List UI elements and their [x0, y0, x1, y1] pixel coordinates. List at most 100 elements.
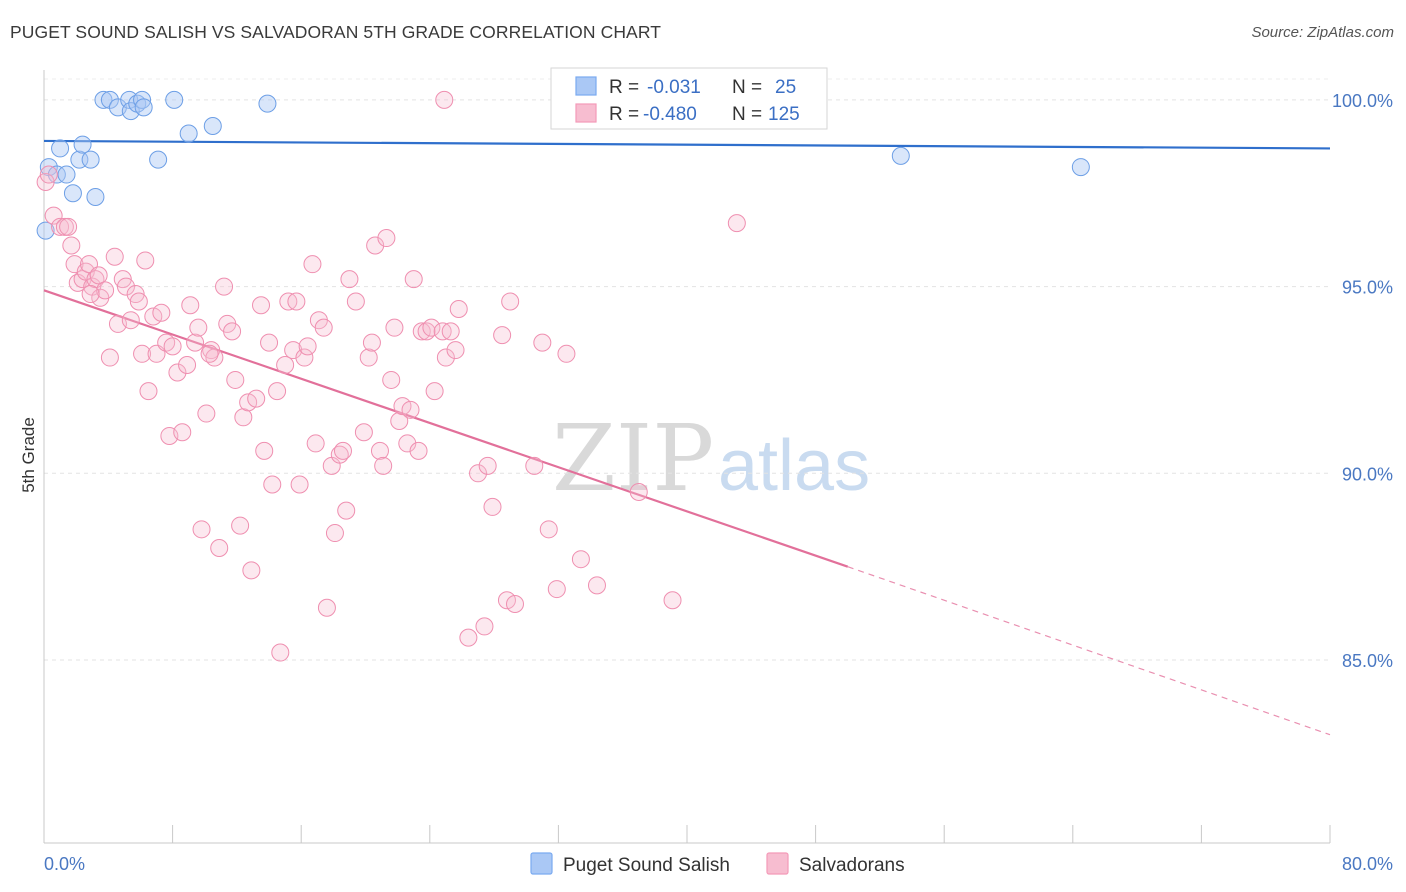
point-salvadorans [223, 322, 242, 341]
legend-r-label-2: R = [609, 104, 639, 125]
point-salvadorans [727, 214, 746, 233]
point-salvadorans [571, 550, 590, 569]
point-salvadorans [173, 423, 192, 442]
trend-line-salish [43, 139, 1331, 150]
point-puget-sound-salish [179, 124, 198, 143]
point-salvadorans [290, 475, 309, 494]
point-salvadorans [100, 348, 119, 367]
bottom-legend-swatch-salish [530, 852, 553, 875]
point-puget-sound-salish [133, 90, 152, 109]
point-puget-sound-salish [258, 94, 277, 113]
point-salvadorans [271, 643, 290, 662]
point-salvadorans [136, 251, 155, 270]
point-salvadorans [287, 292, 306, 311]
chart-title: PUGET SOUND SALISH VS SALVADORAN 5TH GRA… [10, 22, 662, 42]
point-salvadorans [483, 497, 502, 516]
point-salvadorans [557, 344, 576, 363]
point-salvadorans [374, 456, 393, 475]
series-legend: Puget Sound Salish Salvadorans [530, 852, 905, 876]
point-puget-sound-salish [86, 187, 105, 206]
point-puget-sound-salish [94, 90, 113, 109]
point-salvadorans [314, 318, 333, 337]
point-salvadorans [268, 382, 287, 401]
point-puget-sound-salish [149, 150, 168, 169]
x-tick-label-max: 80.0% [1342, 854, 1393, 874]
bottom-legend-label-salish: Puget Sound Salish [563, 855, 730, 876]
point-salvadorans [435, 90, 454, 109]
point-salvadorans [390, 412, 409, 431]
point-salvadorans [139, 382, 158, 401]
y-tick-label: 90.0% [1342, 464, 1393, 484]
point-salvadorans [96, 281, 115, 300]
point-salvadorans [215, 277, 234, 296]
point-salvadorans [525, 456, 544, 475]
point-salvadorans [493, 326, 512, 345]
point-salvadorans [39, 165, 58, 184]
point-salvadorans [306, 434, 325, 453]
x-tick-label-min: 0.0% [44, 854, 85, 874]
point-puget-sound-salish [36, 221, 55, 240]
point-puget-sound-salish [73, 135, 92, 154]
point-salvadorans [59, 217, 78, 236]
legend-r-value-1: -0.031 [647, 77, 701, 98]
point-salvadorans [81, 285, 100, 304]
point-salvadorans [298, 337, 317, 356]
legend-n-value-2: 125 [768, 104, 800, 125]
point-salvadorans [385, 318, 404, 337]
point-salvadorans [354, 423, 373, 442]
legend-swatch-salish [575, 76, 597, 96]
point-salvadorans [362, 333, 381, 352]
point-salvadorans [121, 311, 140, 330]
point-salvadorans [469, 464, 488, 483]
point-salvadorans [133, 344, 152, 363]
point-puget-sound-salish [57, 165, 76, 184]
point-salvadorans [231, 516, 250, 535]
point-salvadorans [501, 292, 520, 311]
point-salvadorans [247, 389, 266, 408]
point-salvadorans [295, 348, 314, 367]
point-salvadorans [398, 434, 417, 453]
point-salvadorans [325, 524, 344, 543]
point-salvadorans [186, 333, 205, 352]
point-salvadorans [178, 356, 197, 375]
point-salvadorans [252, 296, 271, 315]
point-salvadorans [200, 344, 219, 363]
point-salvadorans [317, 598, 336, 617]
point-salvadorans [446, 341, 465, 360]
trend-lines [43, 139, 1331, 736]
point-salvadorans [441, 322, 460, 341]
point-salvadorans [303, 255, 322, 274]
point-salvadorans [260, 333, 279, 352]
axes [43, 70, 1331, 844]
point-salvadorans [505, 595, 524, 614]
watermark-atlas: atlas [718, 426, 870, 506]
point-puget-sound-salish [63, 184, 82, 203]
point-salvadorans [475, 617, 494, 636]
legend-r-label-1: R = [609, 77, 639, 98]
x-tick-labels: 0.0% 80.0% [44, 854, 1393, 874]
point-salvadorans [382, 370, 401, 389]
data-points [36, 90, 1090, 662]
point-salvadorans [234, 408, 253, 427]
point-salvadorans [129, 292, 148, 311]
point-salvadorans [189, 318, 208, 337]
point-puget-sound-salish [203, 117, 222, 136]
gridlines [44, 78, 1330, 661]
point-salvadorans [163, 337, 182, 356]
bottom-legend-swatch-salvadorans [766, 852, 789, 875]
point-salvadorans [404, 270, 423, 289]
point-salvadorans [401, 400, 420, 419]
y-tick-label: 100.0% [1332, 91, 1393, 111]
y-tick-label: 95.0% [1342, 278, 1393, 298]
point-salvadorans [333, 441, 352, 460]
point-salvadorans [663, 591, 682, 610]
point-salvadorans [226, 370, 245, 389]
point-salvadorans [346, 292, 365, 311]
point-salvadorans [89, 266, 108, 285]
point-salvadorans [210, 538, 229, 557]
point-salvadorans [65, 255, 84, 274]
chart-source: Source: ZipAtlas.com [1251, 24, 1394, 41]
point-puget-sound-salish [165, 90, 184, 109]
point-salvadorans [370, 441, 389, 460]
y-tick-label: 85.0% [1342, 651, 1393, 671]
